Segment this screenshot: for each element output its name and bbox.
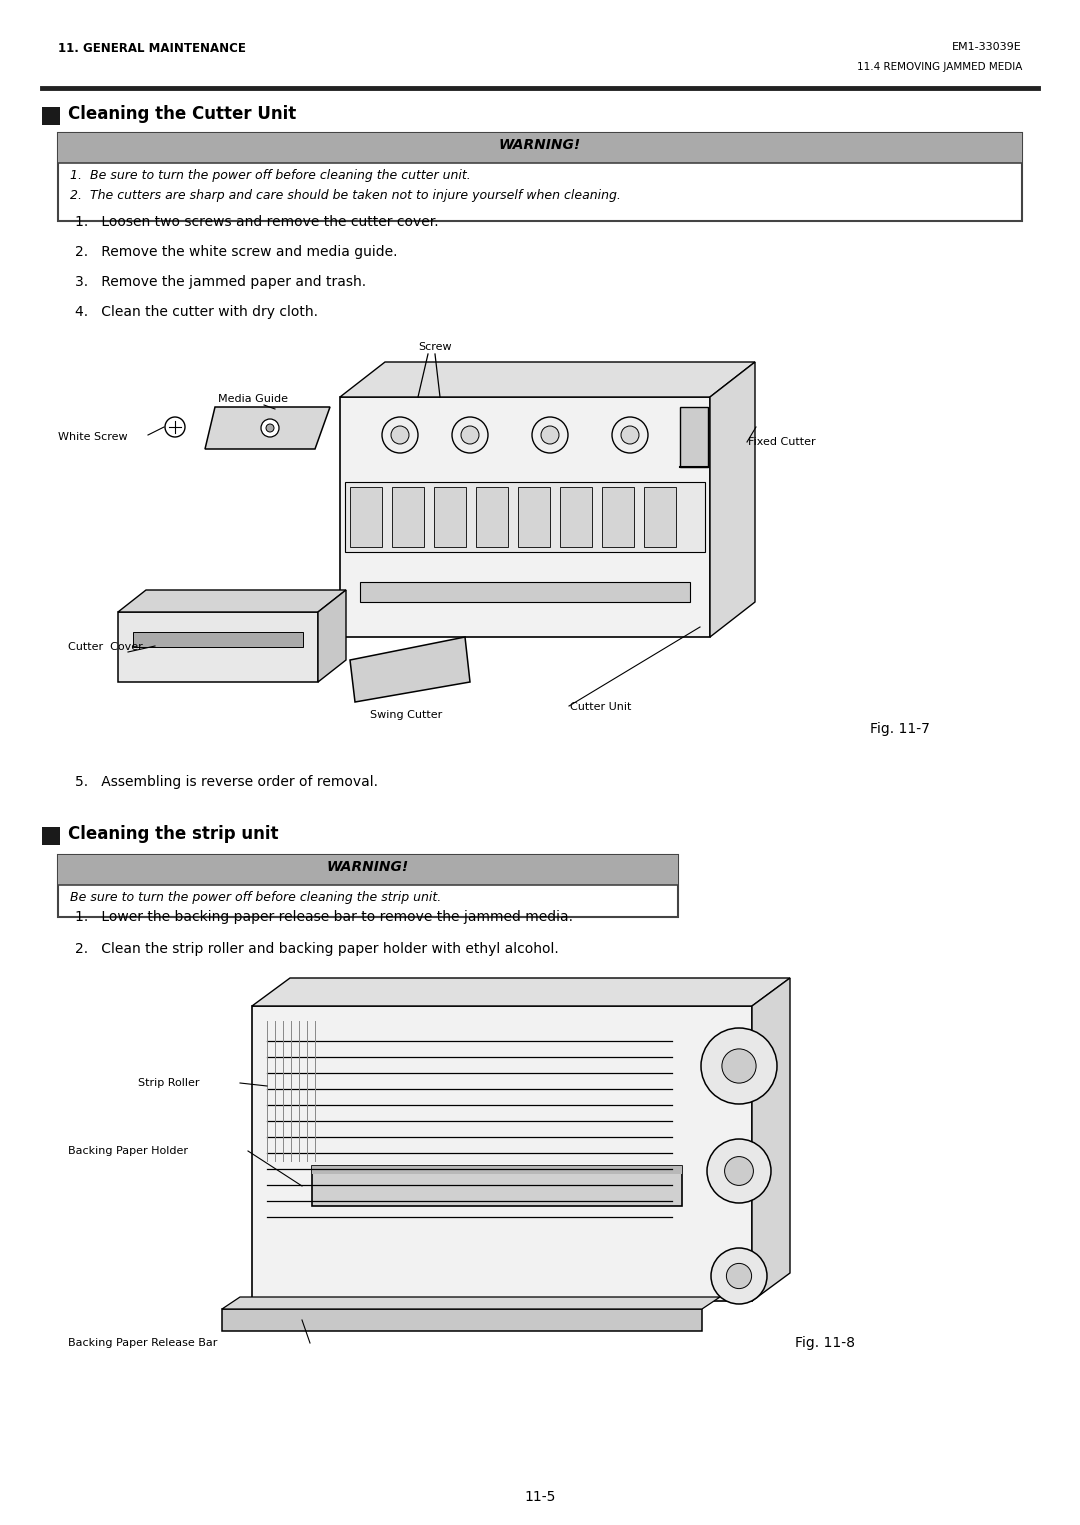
Text: Swing Cutter: Swing Cutter	[370, 711, 442, 720]
Text: Cutter Unit: Cutter Unit	[570, 702, 632, 712]
Bar	[518, 486, 550, 547]
Text: 11-5: 11-5	[524, 1490, 556, 1504]
Text: 1.   Loosen two screws and remove the cutter cover.: 1. Loosen two screws and remove the cutt…	[75, 215, 438, 229]
Circle shape	[621, 425, 639, 444]
Circle shape	[612, 416, 648, 453]
Text: Fig. 11-7: Fig. 11-7	[870, 721, 930, 737]
Text: Strip Roller: Strip Roller	[138, 1078, 200, 1087]
Bar	[58, 133, 1022, 163]
Text: Cutter  Cover: Cutter Cover	[68, 642, 143, 653]
Bar	[561, 486, 592, 547]
Circle shape	[725, 1156, 754, 1185]
Text: WARNING!: WARNING!	[327, 860, 409, 874]
Circle shape	[721, 1049, 756, 1083]
Bar	[602, 486, 634, 547]
Bar	[118, 612, 318, 682]
Polygon shape	[205, 407, 330, 448]
Text: 4.   Clean the cutter with dry cloth.: 4. Clean the cutter with dry cloth.	[75, 305, 318, 319]
Circle shape	[707, 1139, 771, 1203]
Text: Cleaning the strip unit: Cleaning the strip unit	[68, 825, 279, 843]
Text: White Screw: White Screw	[58, 432, 127, 442]
Polygon shape	[340, 361, 755, 396]
Polygon shape	[350, 637, 470, 702]
Bar	[644, 486, 676, 547]
Polygon shape	[710, 361, 755, 637]
Text: Cleaning the Cutter Unit: Cleaning the Cutter Unit	[68, 105, 296, 124]
Circle shape	[165, 416, 185, 438]
Text: Backing Paper Holder: Backing Paper Holder	[68, 1145, 188, 1156]
Bar	[133, 631, 303, 647]
Bar	[42, 827, 60, 845]
Circle shape	[541, 425, 559, 444]
Bar	[360, 583, 690, 602]
Bar	[58, 133, 1022, 221]
Text: 2.   Clean the strip roller and backing paper holder with ethyl alcohol.: 2. Clean the strip roller and backing pa…	[75, 942, 558, 956]
Text: 3.   Remove the jammed paper and trash.: 3. Remove the jammed paper and trash.	[75, 274, 366, 290]
Polygon shape	[318, 590, 346, 682]
Text: 2.  The cutters are sharp and care should be taken not to injure yourself when c: 2. The cutters are sharp and care should…	[70, 189, 621, 201]
Circle shape	[382, 416, 418, 453]
Bar	[42, 107, 60, 125]
Text: 1.   Lower the backing paper release bar to remove the jammed media.: 1. Lower the backing paper release bar t…	[75, 910, 573, 924]
Text: Be sure to turn the power off before cleaning the strip unit.: Be sure to turn the power off before cle…	[70, 891, 442, 904]
Polygon shape	[752, 978, 789, 1301]
Circle shape	[532, 416, 568, 453]
Circle shape	[391, 425, 409, 444]
Text: EM1-33039E: EM1-33039E	[953, 43, 1022, 52]
Text: Fixed Cutter: Fixed Cutter	[748, 438, 815, 447]
Bar	[476, 486, 508, 547]
Text: 11.4 REMOVING JAMMED MEDIA: 11.4 REMOVING JAMMED MEDIA	[856, 63, 1022, 72]
Bar	[312, 1167, 681, 1174]
Text: 1.  Be sure to turn the power off before cleaning the cutter unit.: 1. Be sure to turn the power off before …	[70, 169, 471, 181]
Text: 5.   Assembling is reverse order of removal.: 5. Assembling is reverse order of remova…	[75, 775, 378, 788]
Circle shape	[727, 1263, 752, 1289]
Polygon shape	[252, 978, 789, 1006]
Polygon shape	[222, 1296, 720, 1308]
Text: Fig. 11-8: Fig. 11-8	[795, 1336, 855, 1350]
Circle shape	[461, 425, 480, 444]
Text: 2.   Remove the white screw and media guide.: 2. Remove the white screw and media guid…	[75, 246, 397, 259]
Bar	[58, 856, 678, 917]
Text: Screw: Screw	[418, 342, 451, 352]
Circle shape	[701, 1028, 777, 1104]
Bar	[434, 486, 465, 547]
Polygon shape	[118, 590, 346, 612]
Circle shape	[453, 416, 488, 453]
Bar	[340, 396, 710, 637]
Circle shape	[266, 424, 274, 432]
Text: Media Guide: Media Guide	[218, 393, 288, 404]
Bar	[252, 1006, 752, 1301]
Bar	[222, 1308, 702, 1331]
Circle shape	[261, 419, 279, 438]
Bar	[312, 1167, 681, 1206]
Bar	[392, 486, 424, 547]
Bar	[680, 407, 708, 467]
Circle shape	[711, 1247, 767, 1304]
Text: Backing Paper Release Bar: Backing Paper Release Bar	[68, 1337, 217, 1348]
Bar	[350, 486, 382, 547]
Text: 11. GENERAL MAINTENANCE: 11. GENERAL MAINTENANCE	[58, 43, 246, 55]
Bar	[345, 482, 705, 552]
Text: WARNING!: WARNING!	[499, 137, 581, 152]
Bar	[58, 856, 678, 884]
